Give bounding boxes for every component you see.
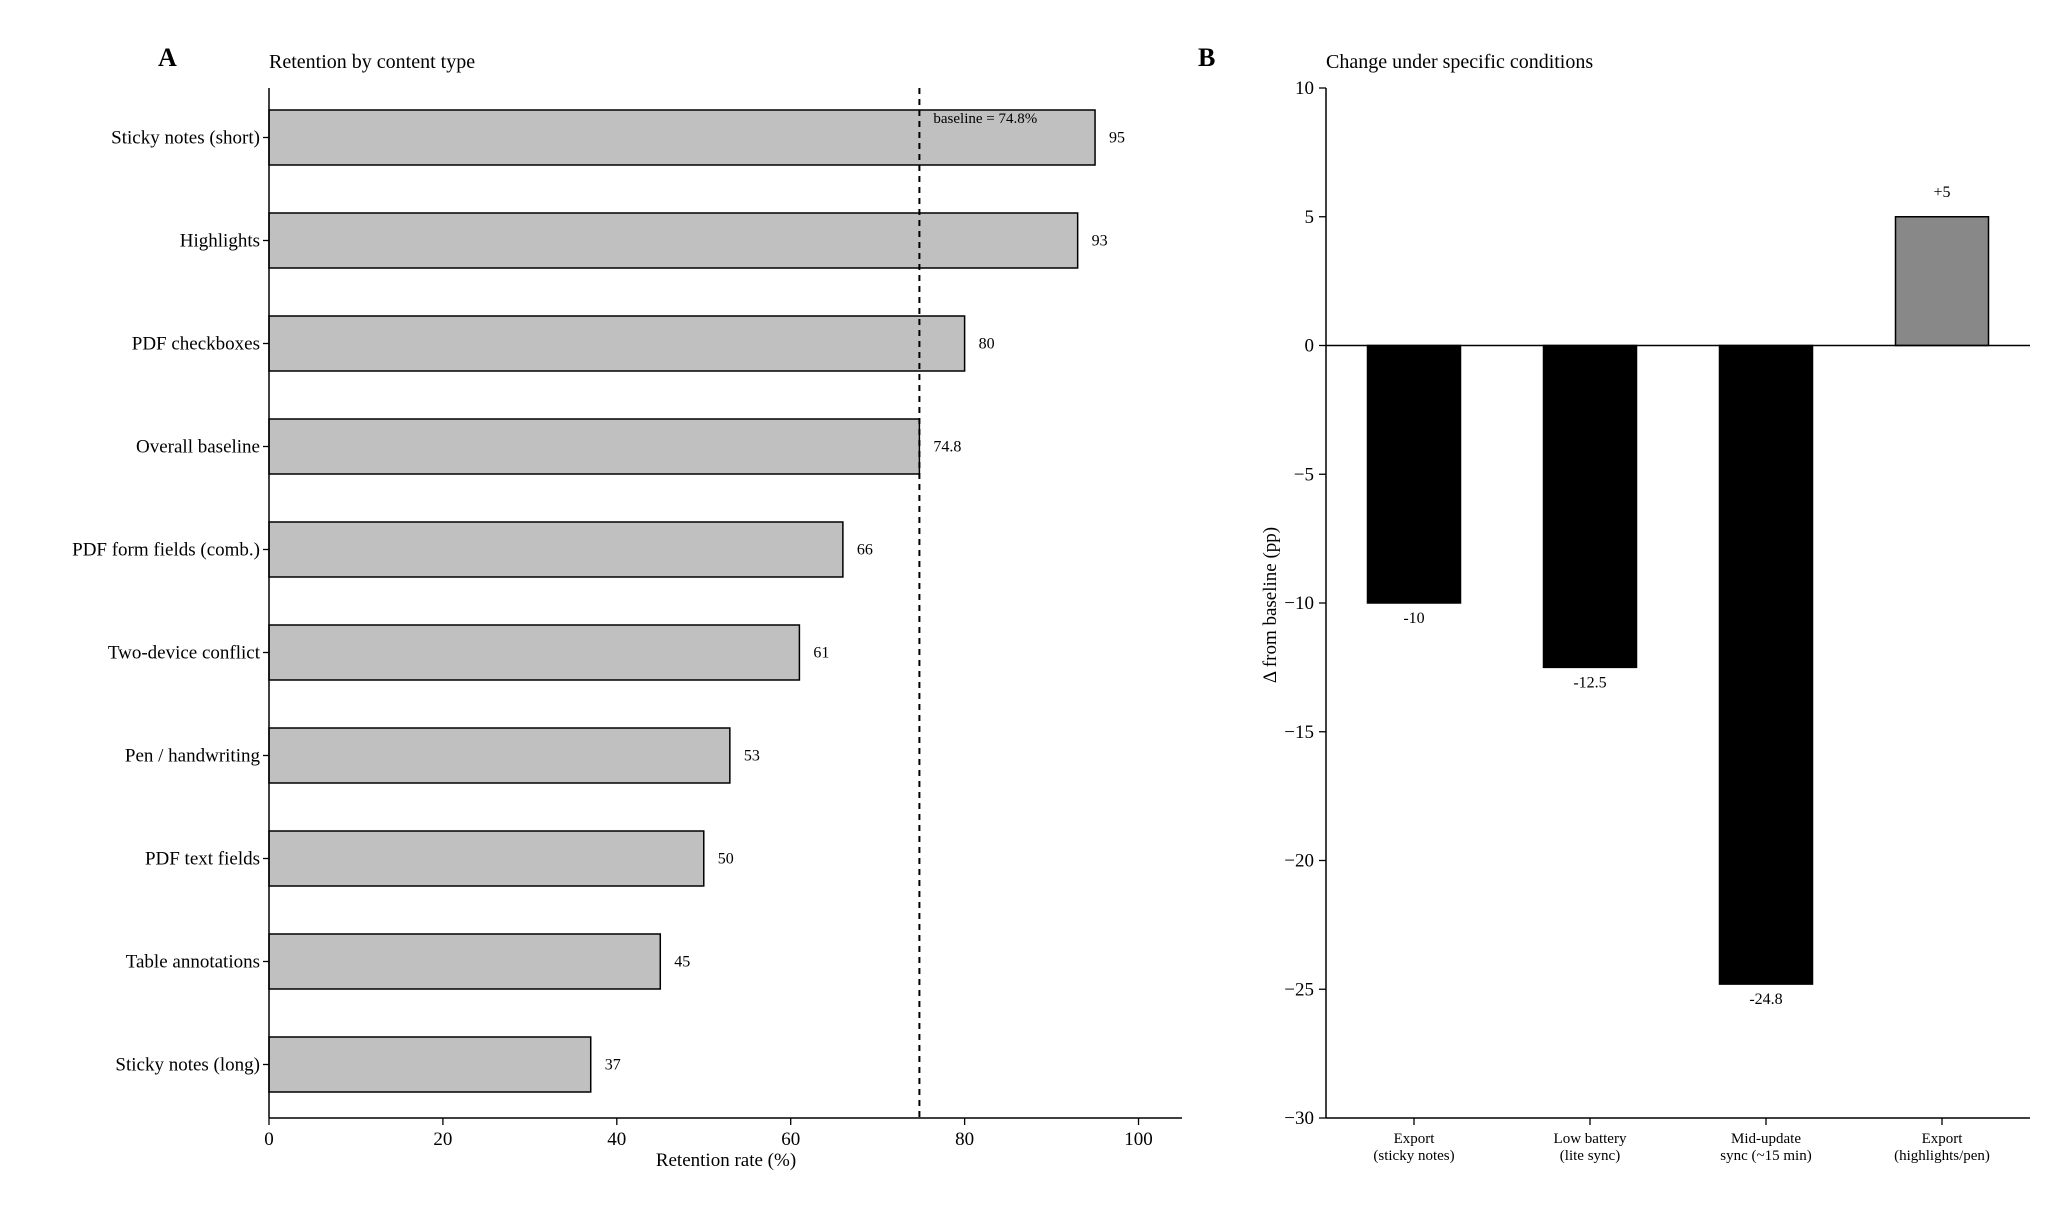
y-tick-label-8: −25 bbox=[1284, 979, 1314, 1000]
condition-bar-2 bbox=[1542, 344, 1638, 669]
panel-a-reference: baseline = 74.8% bbox=[918, 88, 1037, 1118]
y-tick-label-7: −20 bbox=[1284, 851, 1314, 872]
bar-4 bbox=[268, 418, 921, 475]
panel-a-letter: A bbox=[158, 43, 177, 72]
condition-label-3-line-2: sync (~15 min) bbox=[1720, 1148, 1811, 1164]
condition-value-label-4: +5 bbox=[1933, 184, 1950, 201]
bar-9 bbox=[268, 933, 662, 990]
condition-value-label-1: -10 bbox=[1403, 610, 1424, 627]
x-tick-label-5: 80 bbox=[955, 1129, 974, 1150]
baseline-reference-label: baseline = 74.8% bbox=[933, 111, 1037, 127]
x-tick-label-6: 100 bbox=[1124, 1129, 1153, 1150]
category-label-6: Two-device conflict bbox=[108, 643, 261, 664]
category-label-3: PDF checkboxes bbox=[132, 334, 260, 355]
category-label-4: Overall baseline bbox=[136, 437, 260, 458]
category-label-5: PDF form fields (comb.) bbox=[72, 540, 260, 561]
bar-7 bbox=[268, 727, 731, 784]
condition-label-3-line-1: Mid-update bbox=[1731, 1131, 1801, 1147]
bar-10 bbox=[268, 1036, 592, 1093]
y-tick-label-5: −10 bbox=[1284, 593, 1314, 614]
bar-value-label-4: 74.8 bbox=[933, 439, 961, 456]
condition-label-1-line-1: Export bbox=[1394, 1131, 1436, 1147]
bar-value-label-6: 61 bbox=[813, 645, 829, 662]
panel-b-axes: 10 5 0 −5 −10 −15 −20 −25 −30 bbox=[1284, 78, 2030, 1129]
condition-bar-1 bbox=[1366, 344, 1462, 604]
y-tick-label-3: 0 bbox=[1305, 336, 1315, 357]
bar-value-label-3: 80 bbox=[979, 336, 995, 353]
panel-a-title: Retention by content type bbox=[269, 51, 475, 73]
category-label-8: PDF text fields bbox=[145, 849, 260, 870]
condition-value-label-2: -12.5 bbox=[1573, 674, 1606, 691]
bar-5 bbox=[268, 521, 844, 578]
bar-value-label-5: 66 bbox=[857, 542, 873, 559]
panel-b-letter: B bbox=[1198, 43, 1215, 72]
condition-label-1-line-2: (sticky notes) bbox=[1373, 1148, 1454, 1164]
bar-value-label-8: 50 bbox=[718, 851, 734, 868]
condition-bar-3 bbox=[1718, 344, 1814, 985]
y-tick-label-9: −30 bbox=[1284, 1108, 1314, 1129]
panel-a: A Retention by content type 95 Sticky not… bbox=[72, 43, 1182, 1171]
condition-label-2-line-2: (lite sync) bbox=[1560, 1148, 1620, 1164]
condition-label-4-line-2: (highlights/pen) bbox=[1894, 1148, 1990, 1164]
bar-8 bbox=[268, 830, 705, 887]
panel-a-bars: 95 Sticky notes (short) 93 Highlights 80 PDF … bbox=[72, 109, 1125, 1093]
bar-6 bbox=[268, 624, 801, 681]
category-label-1: Sticky notes (short) bbox=[111, 128, 260, 149]
x-tick-label-4: 60 bbox=[781, 1129, 800, 1150]
category-label-7: Pen / handwriting bbox=[125, 746, 261, 767]
y-tick-label-4: −5 bbox=[1294, 464, 1314, 485]
condition-value-label-3: -24.8 bbox=[1749, 991, 1782, 1008]
x-tick-label-1: 0 bbox=[264, 1129, 274, 1150]
y-tick-label-2: 5 bbox=[1305, 207, 1315, 228]
bar-3 bbox=[268, 315, 966, 372]
panel-b-title: Change under specific conditions bbox=[1326, 51, 1593, 73]
bar-value-label-10: 37 bbox=[605, 1057, 621, 1074]
condition-bar-4 bbox=[1894, 216, 1990, 347]
bar-1 bbox=[268, 109, 1096, 166]
y-tick-label-1: 10 bbox=[1295, 78, 1314, 99]
bar-value-label-7: 53 bbox=[744, 748, 760, 765]
x-tick-label-3: 40 bbox=[607, 1129, 626, 1150]
x-tick-label-2: 20 bbox=[433, 1129, 452, 1150]
panel-b-y-axis-title: Δ from baseline (pp) bbox=[1260, 527, 1281, 683]
panel-a-x-axis-title: Retention rate (%) bbox=[656, 1150, 796, 1171]
y-tick-label-6: −15 bbox=[1284, 722, 1314, 743]
category-label-10: Sticky notes (long) bbox=[115, 1055, 260, 1076]
condition-label-4-line-1: Export bbox=[1922, 1131, 1964, 1147]
bar-value-label-1: 95 bbox=[1109, 130, 1125, 147]
bar-value-label-2: 93 bbox=[1092, 233, 1108, 250]
panel-a-axes: 0 20 40 60 80 100 bbox=[264, 88, 1182, 1150]
category-label-9: Table annotations bbox=[126, 952, 260, 973]
bar-value-label-9: 45 bbox=[674, 954, 690, 971]
category-label-2: Highlights bbox=[180, 231, 260, 252]
bar-2 bbox=[268, 212, 1079, 269]
panel-b: B Change under specific conditions -10 Ex… bbox=[1198, 43, 2030, 1164]
condition-label-2-line-1: Low battery bbox=[1554, 1131, 1627, 1147]
